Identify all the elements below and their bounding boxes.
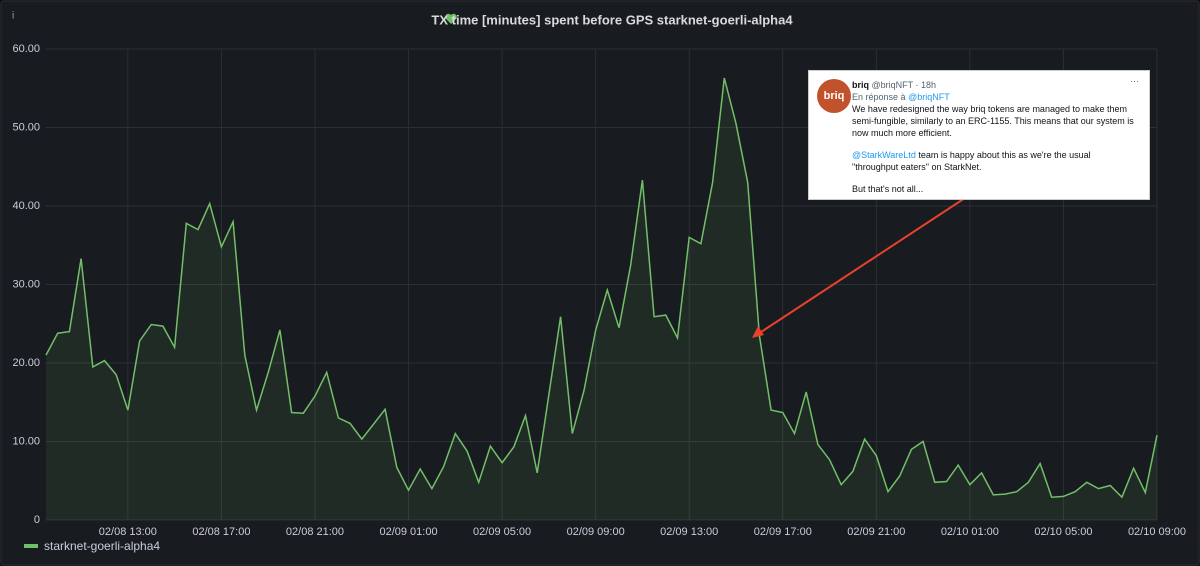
tweet-avatar: briq <box>817 79 851 113</box>
tweet-content: briq @briqNFT · 18h En réponse à @briqNF… <box>852 79 1139 199</box>
tweet-mention[interactable]: @StarkWareLtd <box>852 150 916 160</box>
x-tick-label: 02/09 17:00 <box>754 526 812 538</box>
x-tick-label: 02/10 09:00 <box>1128 526 1186 538</box>
x-tick-label: 02/08 21:00 <box>286 526 344 538</box>
heart-icon <box>445 13 457 24</box>
tweet-body: team is happy about this as we're the us… <box>852 150 1091 172</box>
arrow-head <box>752 326 764 338</box>
y-tick-label: 0 <box>34 514 40 526</box>
reply-prefix: En réponse à <box>852 92 906 102</box>
x-tick-label: 02/09 09:00 <box>567 526 625 538</box>
tweet-menu[interactable]: ··· <box>1130 76 1139 86</box>
y-tick-label: 30.00 <box>12 278 40 290</box>
y-tick-label: 40.00 <box>12 200 40 212</box>
tweet-card: briq ··· briq @briqNFT · 18h En réponse … <box>808 70 1150 200</box>
info-icon[interactable]: i <box>12 11 14 22</box>
area <box>46 78 1157 520</box>
tweet-handle: @briqNFT · 18h <box>871 80 937 90</box>
y-tick-label: 20.00 <box>12 357 40 369</box>
legend-label[interactable]: starknet-goerli-alpha4 <box>44 539 160 553</box>
x-tick-label: 02/08 17:00 <box>192 526 250 538</box>
x-tick-label: 02/09 05:00 <box>473 526 531 538</box>
annotation-arrow <box>757 197 966 335</box>
x-tick-label: 02/10 01:00 <box>941 526 999 538</box>
x-tick-label: 02/10 05:00 <box>1034 526 1092 538</box>
x-tick-label: 02/09 21:00 <box>847 526 905 538</box>
tweet-body: We have redesigned the way briq tokens a… <box>852 104 1134 138</box>
legend-swatch <box>24 544 38 548</box>
tweet-name: briq <box>852 80 869 90</box>
y-tick-label: 60.00 <box>12 43 40 55</box>
y-tick-label: 10.00 <box>12 435 40 447</box>
x-tick-label: 02/09 01:00 <box>379 526 437 538</box>
chart-title: TX time [minutes] spent before GPS stark… <box>431 12 793 27</box>
x-tick-label: 02/08 13:00 <box>99 526 157 538</box>
line <box>45 77 1158 499</box>
tweet-body: But that's not all... <box>852 184 924 194</box>
x-tick-label: 02/09 13:00 <box>660 526 718 538</box>
y-tick-label: 50.00 <box>12 121 40 133</box>
reply-to[interactable]: @briqNFT <box>908 92 950 102</box>
